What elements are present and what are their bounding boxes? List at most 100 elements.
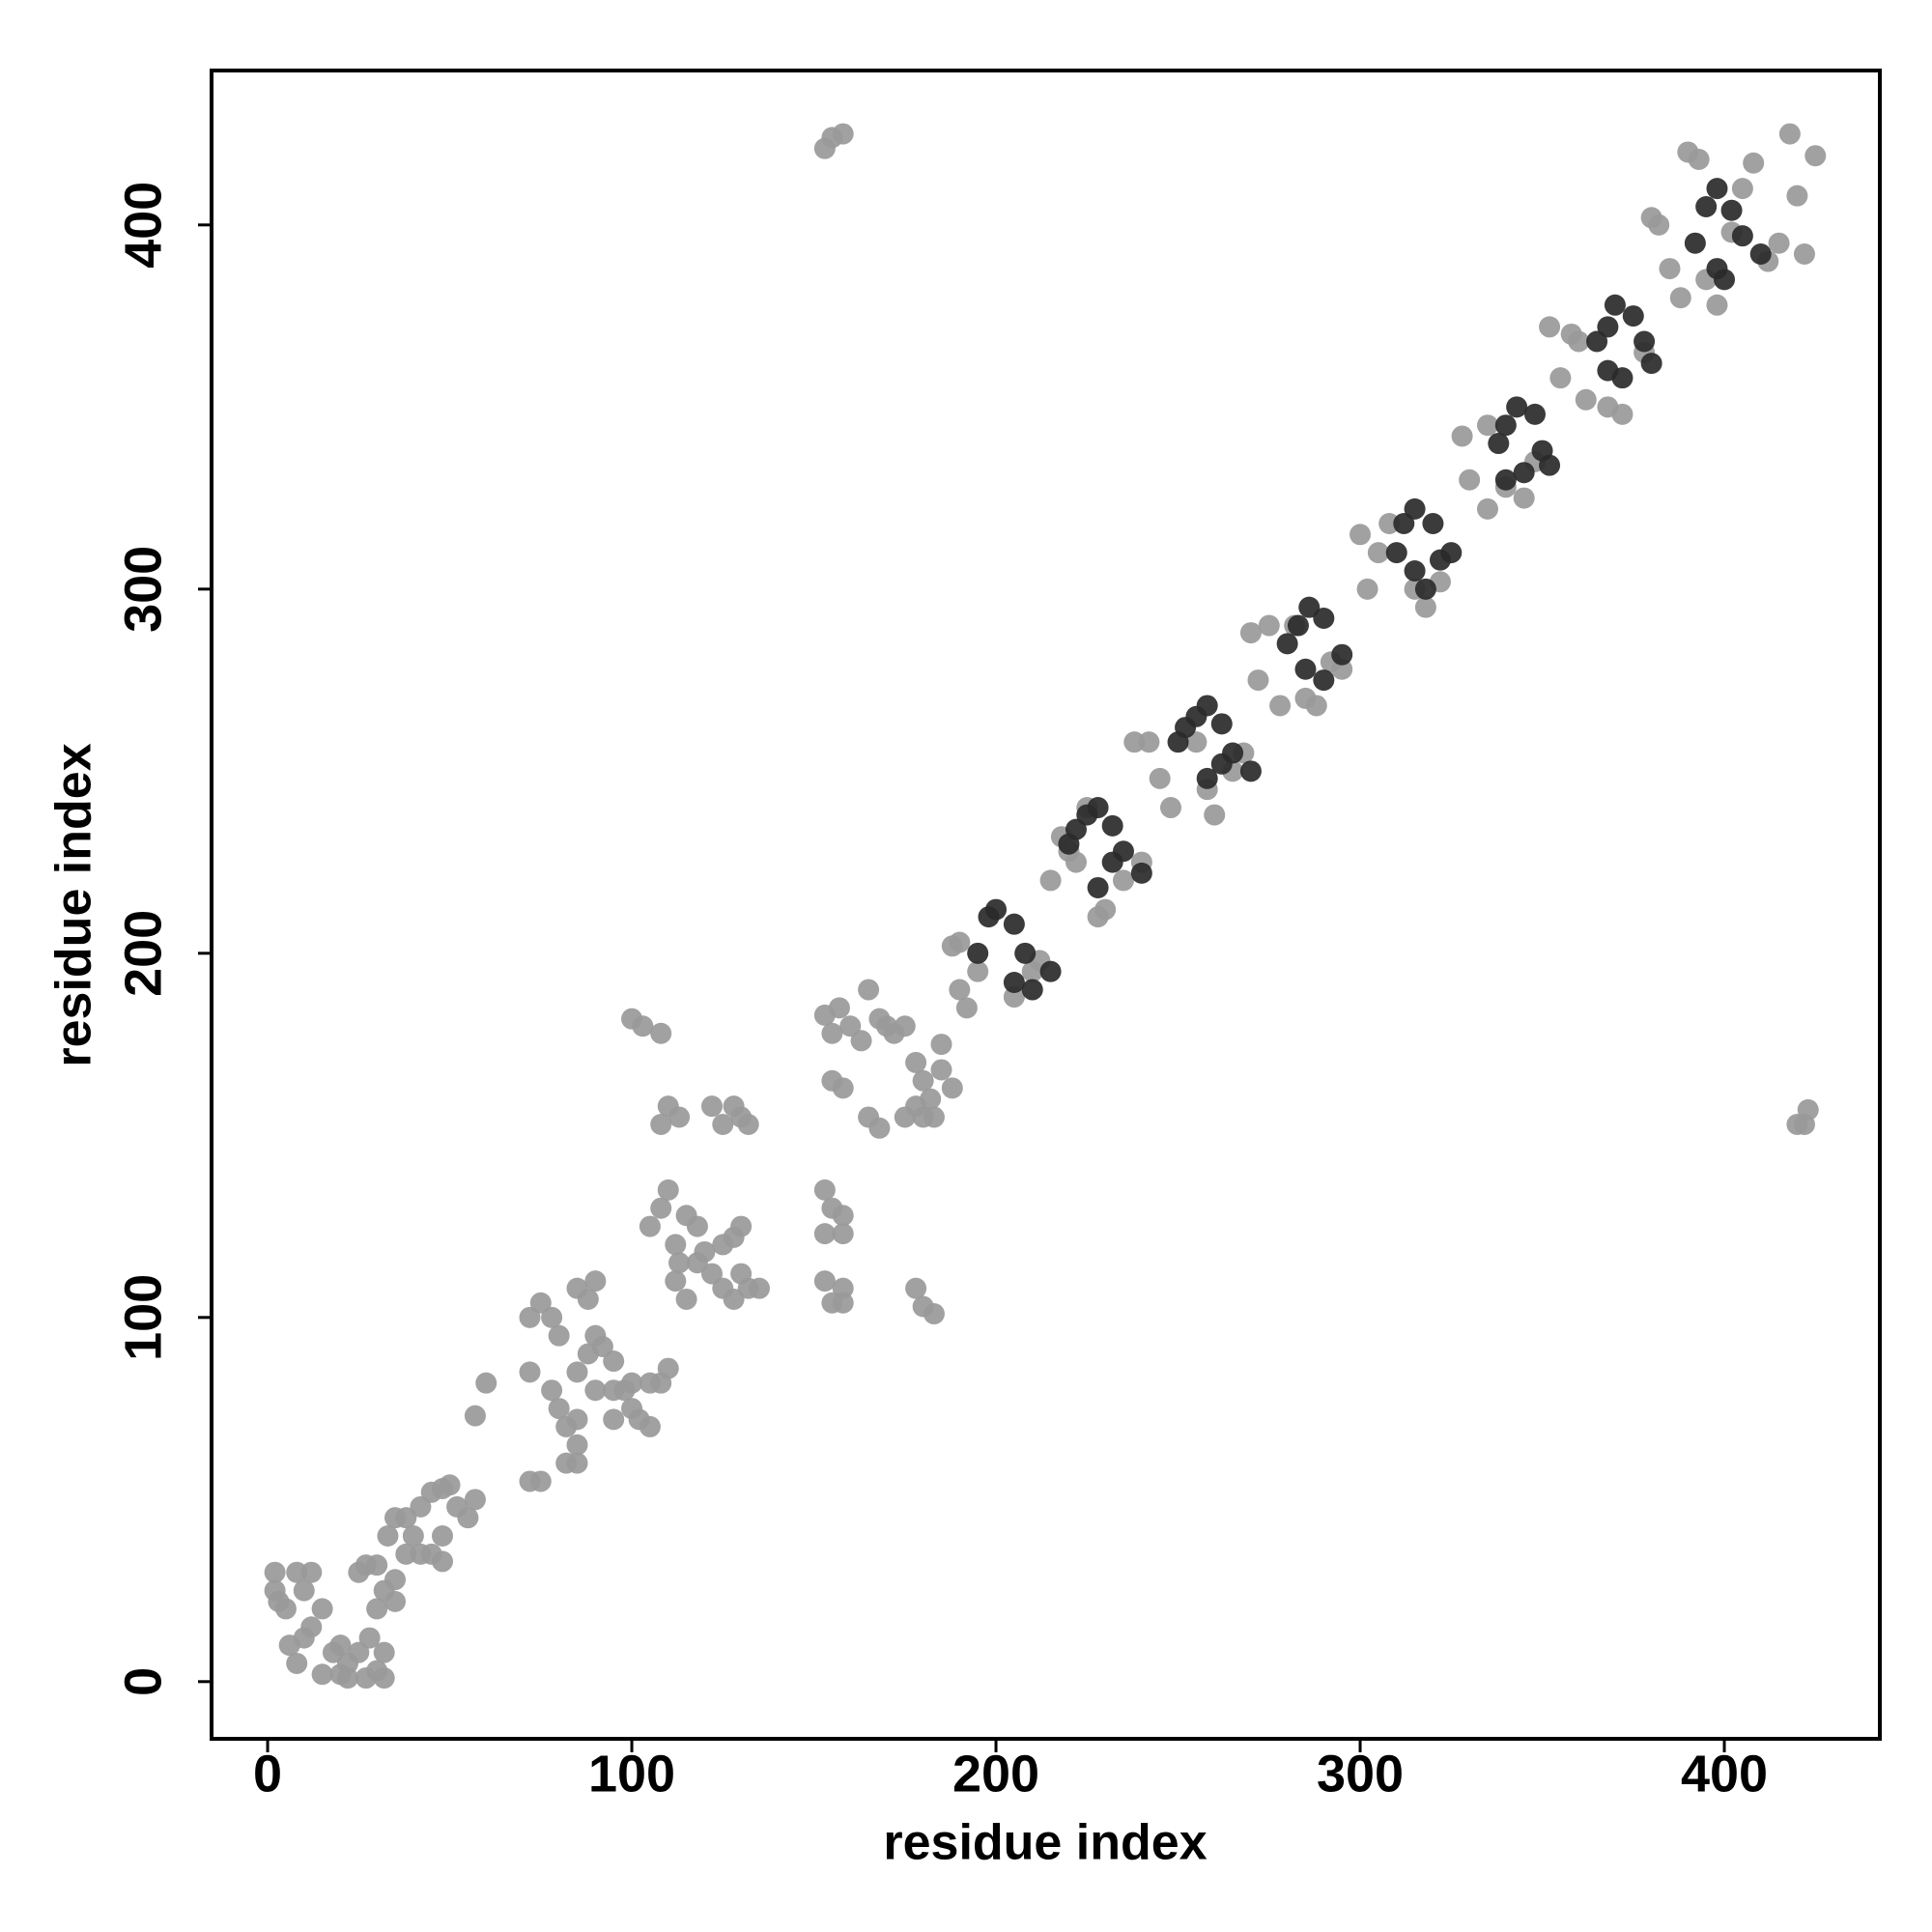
point [1488,433,1510,455]
point [1087,876,1109,898]
point [1269,695,1292,717]
point [1039,960,1062,982]
point [813,1223,836,1245]
point [1549,367,1572,389]
point [464,1489,486,1511]
point [1196,695,1218,717]
point [748,1277,770,1299]
point [1258,614,1280,637]
point [813,137,836,159]
point [1720,199,1743,221]
point [566,1361,588,1383]
point [410,1495,432,1518]
point [1768,232,1790,254]
point [1695,195,1718,217]
point [336,1667,358,1690]
point [1476,414,1498,437]
y-axis-title: residue index [46,743,102,1066]
point [700,1095,723,1118]
x-tick-label: 300 [1317,1745,1404,1803]
point [850,1030,872,1052]
point [650,1022,672,1044]
point [566,1408,588,1431]
point [894,1106,916,1128]
point [1101,814,1123,837]
point [1159,797,1181,819]
point [832,1277,854,1299]
point [1669,287,1691,309]
x-tick-label: 400 [1681,1745,1768,1803]
point [632,1015,654,1037]
point [832,1223,854,1245]
point [1731,225,1753,247]
point [923,1303,945,1325]
point [639,1415,661,1437]
point [1204,804,1226,826]
point [1494,469,1517,491]
point [329,1634,352,1657]
point [905,1277,927,1299]
point [1287,614,1309,637]
point [1003,913,1025,935]
point [541,1379,563,1402]
point [548,1324,570,1347]
point [373,1641,395,1663]
point [821,1022,843,1044]
point [519,1306,541,1328]
point [686,1215,708,1237]
point [1743,152,1765,174]
point [1422,512,1444,534]
point [475,1372,497,1394]
point [366,1554,388,1577]
y-tick-label: 200 [114,910,172,997]
point [377,1525,399,1548]
point [665,1234,687,1256]
point [300,1616,323,1638]
point [668,1106,691,1128]
point [1014,942,1037,964]
point [1385,542,1407,564]
point [1404,497,1426,520]
point [650,1197,672,1219]
point [519,1361,541,1383]
point [584,1270,607,1293]
point [1130,862,1152,884]
point [529,1470,552,1492]
point [657,1179,679,1201]
point [1298,596,1321,618]
point [1731,178,1753,200]
point [1247,669,1269,692]
point [858,979,880,1001]
point [1239,622,1262,644]
point [432,1525,454,1548]
point [395,1543,417,1565]
point [1786,185,1808,207]
point [541,1306,563,1328]
point [1112,840,1134,863]
point [1378,512,1401,534]
point [712,1114,734,1136]
point [1459,469,1481,491]
point [665,1270,687,1293]
point [839,1015,862,1037]
point [1659,258,1681,280]
point [985,898,1008,921]
point [439,1474,461,1496]
point [274,1598,297,1620]
point [723,1288,745,1310]
point [1611,403,1634,425]
point [1138,731,1160,753]
point [384,1590,407,1612]
point [668,1252,691,1274]
point [1087,906,1109,928]
point [1414,596,1436,618]
point [311,1598,333,1620]
point [1513,462,1535,484]
point [1778,123,1801,145]
x-axis-title: residue index [883,1815,1207,1871]
x-tick-label: 0 [253,1745,282,1803]
point [1356,578,1378,600]
point [603,1350,625,1373]
